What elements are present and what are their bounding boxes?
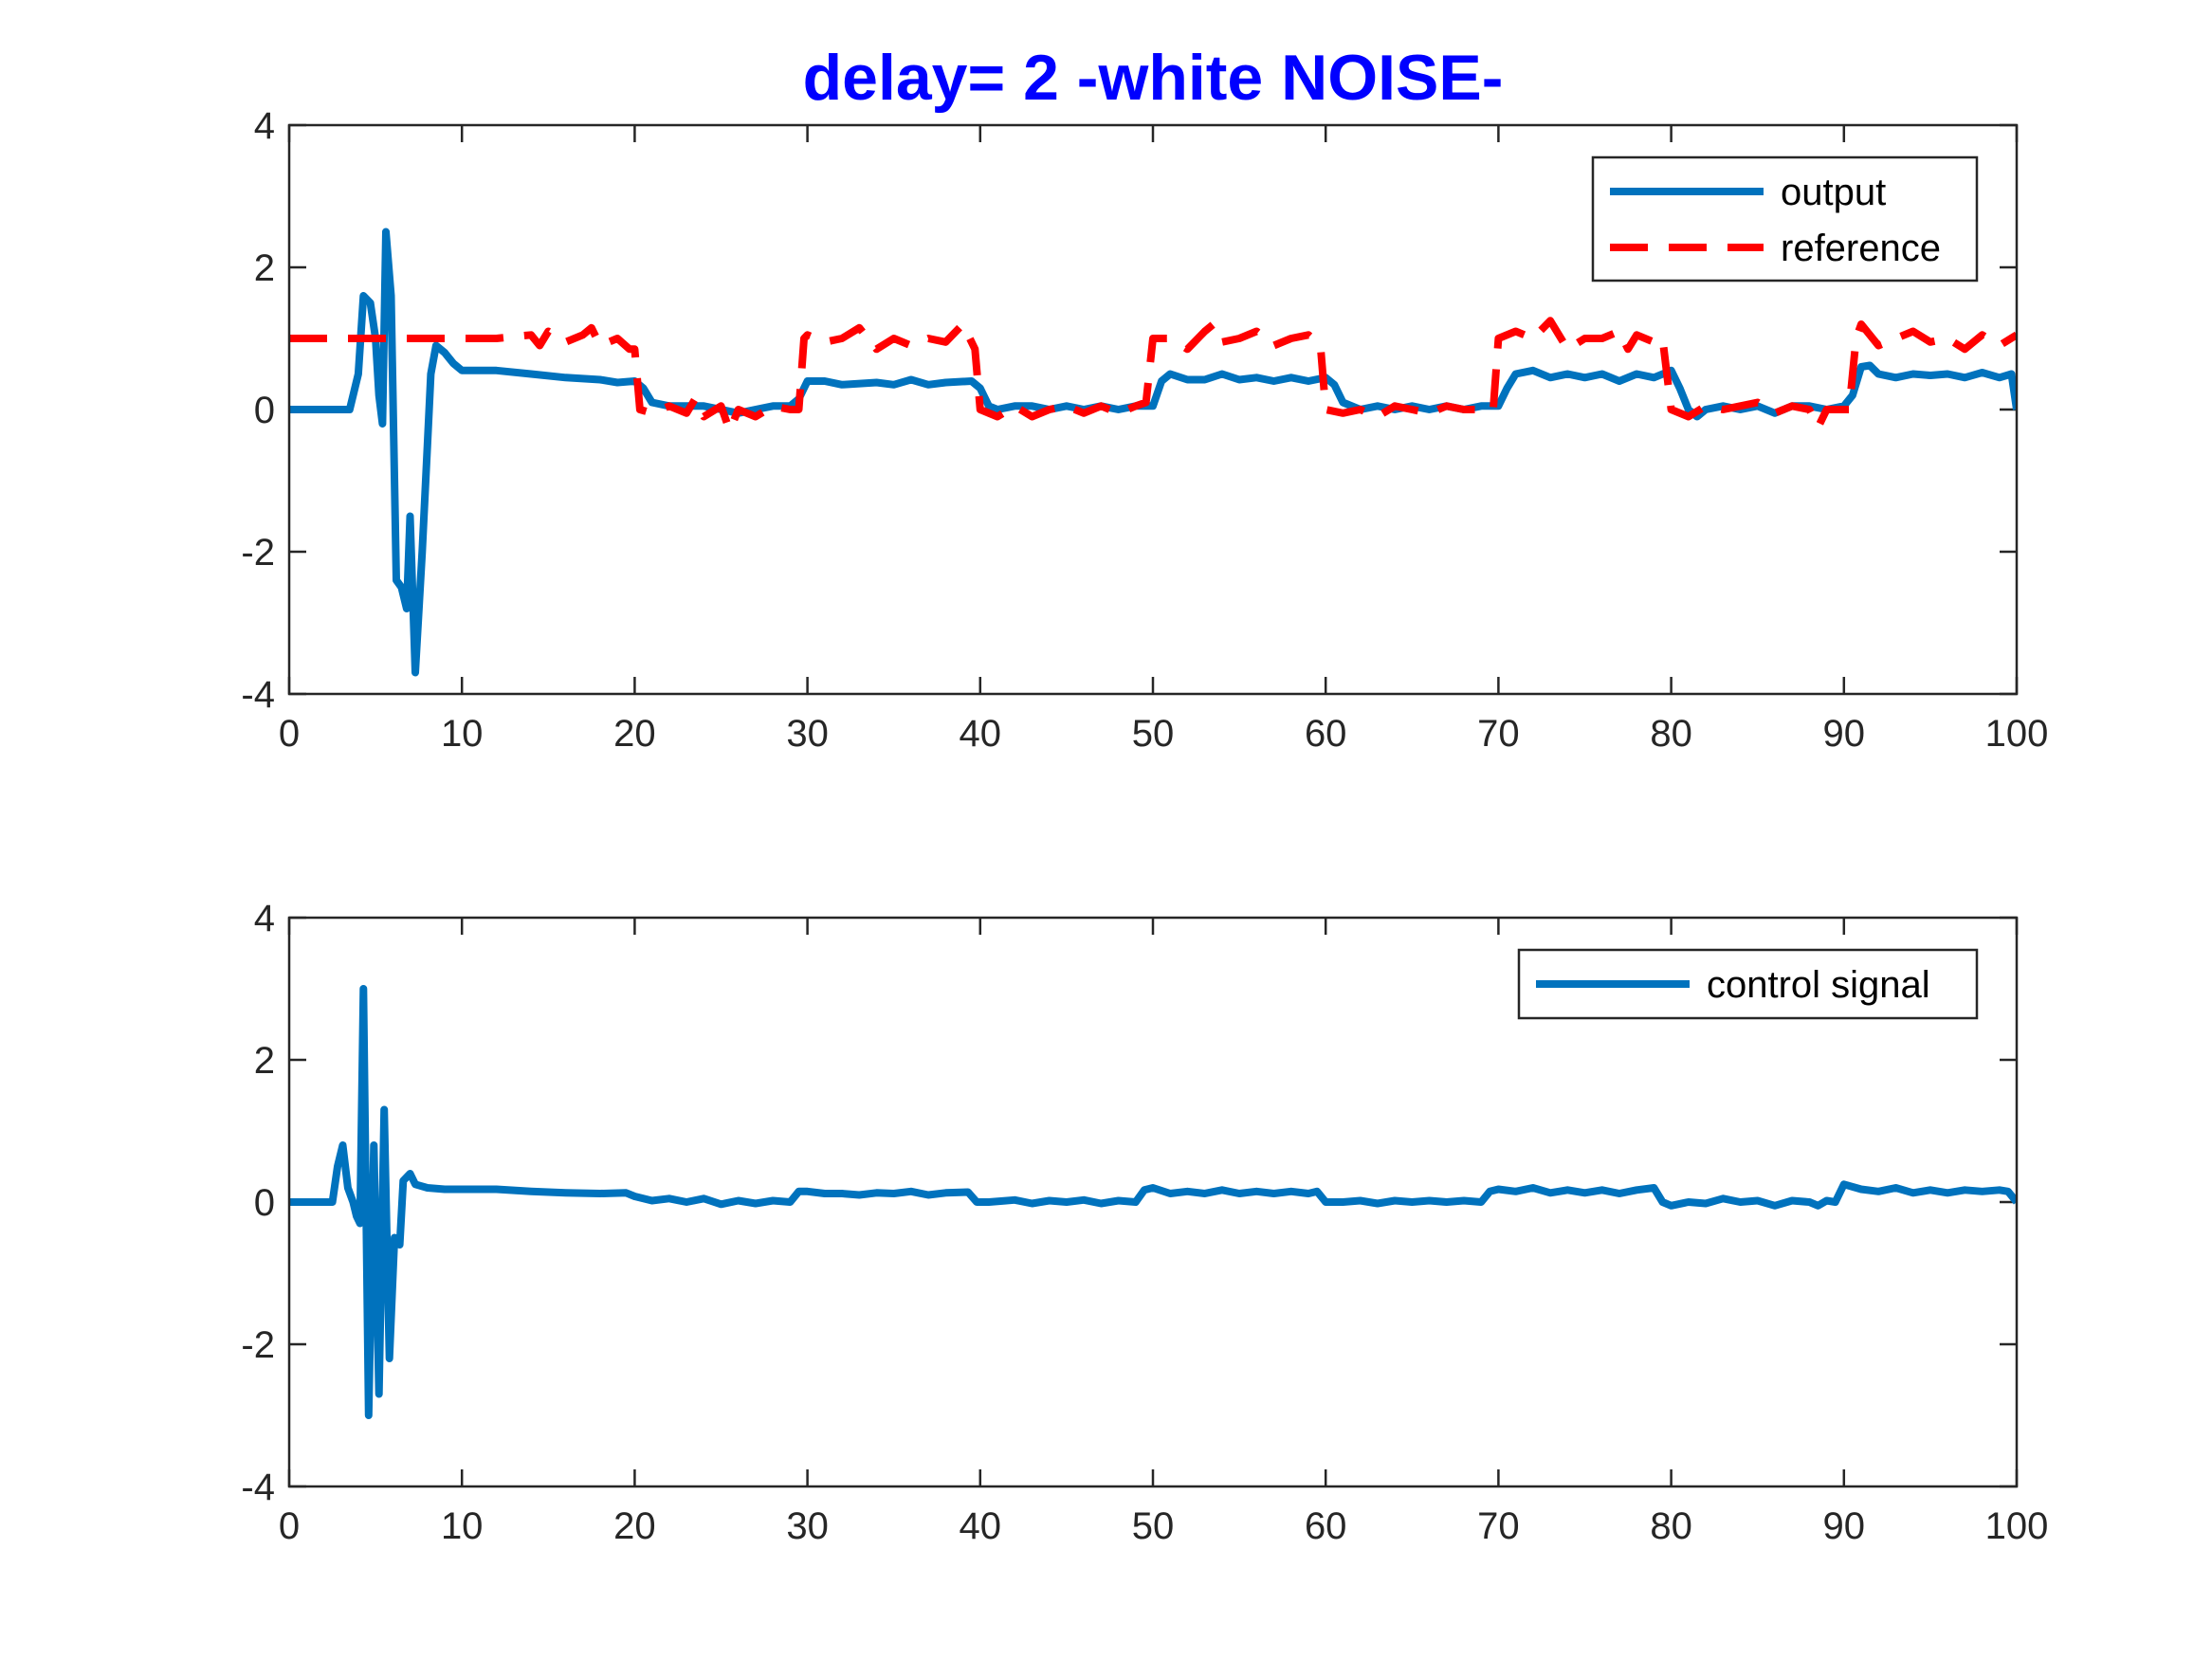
legend-box — [1591, 155, 1979, 283]
bottom-x-ticks: 0 10 20 30 40 50 60 70 80 90 100 — [279, 918, 2049, 1547]
bottom-legend: control signal — [1517, 948, 1979, 1020]
bottom-plot: 0 10 20 30 40 50 60 70 80 90 100 -4 -2 0 2 4 control s… — [241, 898, 2048, 1547]
x-tick-label: 90 — [1823, 1505, 1866, 1547]
y-tick-label: 0 — [254, 390, 275, 431]
y-tick-label: -4 — [241, 674, 275, 716]
top-axes-box — [287, 123, 2019, 696]
x-tick-label: 90 — [1823, 713, 1866, 755]
top-x-ticks: 0 10 20 30 40 50 60 70 80 90 100 — [279, 125, 2049, 755]
x-tick-label: 10 — [441, 713, 484, 755]
series-line-output — [289, 228, 2017, 677]
x-tick-label: 50 — [1132, 713, 1175, 755]
x-tick-label: 40 — [960, 1505, 1002, 1547]
top-series — [289, 228, 2017, 677]
x-tick-label: 10 — [441, 1505, 484, 1547]
y-tick-label: -2 — [241, 1324, 275, 1366]
y-tick-label: 2 — [254, 247, 275, 289]
top-plot: 0 10 20 30 40 50 60 70 80 90 100 -4 -2 0 2 4 output ref… — [241, 105, 2048, 755]
legend-label: control signal — [1707, 964, 1930, 1006]
series-line-reference — [289, 317, 2017, 435]
x-tick-label: 80 — [1650, 1505, 1692, 1547]
x-tick-label: 0 — [279, 713, 300, 755]
y-tick-label: 0 — [254, 1182, 275, 1224]
bottom-series — [289, 985, 2017, 1419]
x-tick-label: 80 — [1650, 713, 1692, 755]
y-tick-label: 4 — [254, 105, 275, 147]
y-tick-label: -4 — [241, 1467, 275, 1508]
x-tick-label: 100 — [1985, 1505, 2049, 1547]
top-y-ticks: -4 -2 0 2 4 — [241, 105, 2017, 716]
x-tick-label: 60 — [1305, 1505, 1347, 1547]
y-tick-label: 2 — [254, 1040, 275, 1082]
x-tick-label: 60 — [1305, 713, 1347, 755]
series-line-control-signal — [289, 985, 2017, 1419]
x-tick-label: 70 — [1477, 713, 1520, 755]
x-tick-label: 70 — [1477, 1505, 1520, 1547]
legend-label: output — [1781, 172, 1886, 213]
x-tick-label: 30 — [786, 713, 829, 755]
figure-title: delay= 2 -white NOISE- — [803, 42, 1504, 114]
x-tick-label: 40 — [960, 713, 1002, 755]
x-tick-label: 100 — [1985, 713, 2049, 755]
y-tick-label: -2 — [241, 532, 275, 574]
x-tick-label: 20 — [613, 1505, 656, 1547]
x-tick-label: 20 — [613, 713, 656, 755]
x-tick-label: 30 — [786, 1505, 829, 1547]
top-legend: output reference — [1591, 155, 1979, 283]
x-tick-label: 0 — [279, 1505, 300, 1547]
y-tick-label: 4 — [254, 898, 275, 939]
bottom-axes-box — [287, 916, 2019, 1488]
legend-label: reference — [1781, 228, 1941, 269]
x-tick-label: 50 — [1132, 1505, 1175, 1547]
